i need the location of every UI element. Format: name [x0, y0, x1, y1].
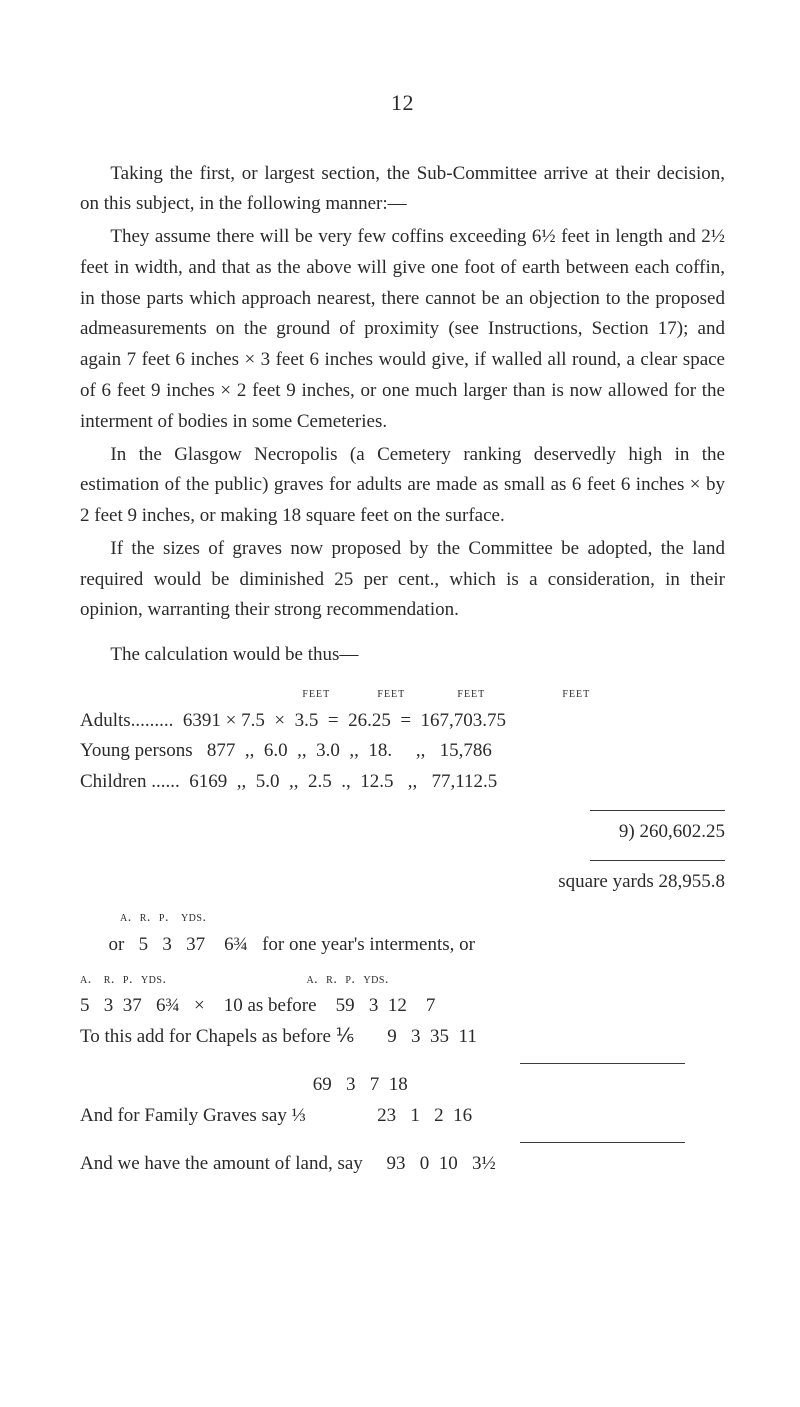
feet-label-3: feet [457, 683, 562, 706]
calc-adults: Adults......... 6391 × 7.5 × 3.5 = 26.25… [80, 706, 725, 737]
chapel-line: To this add for Chapels as before ⅙ 9 3 … [80, 1022, 725, 1053]
calc-children: Children ...... 6169 ,, 5.0 ,, 2.5 ., 12… [80, 767, 725, 798]
final-amount-line: And we have the amount of land, say 93 0… [80, 1149, 725, 1180]
arpy-header-left: a. r. p. yds. [80, 907, 725, 930]
horizontal-rule-4 [520, 1142, 685, 1143]
sum-line-1: 69 3 7 18 [80, 1070, 725, 1101]
arpy-header-both: a. r. p. yds. a. r. p. yds. [80, 969, 725, 992]
page-number: 12 [80, 85, 725, 121]
paragraph-1: Taking the first, or largest section, th… [80, 159, 725, 221]
or-line: or 5 3 37 6¾ for one year's interments, … [80, 930, 725, 961]
horizontal-rule-2 [590, 860, 725, 861]
calc-young: Young persons 877 ,, 6.0 ,, 3.0 ,, 18. ,… [80, 736, 725, 767]
feet-label-2: feet [377, 683, 457, 706]
calc-intro: The calculation would be thus— [80, 640, 725, 671]
family-graves-line: And for Family Graves say ⅓ 23 1 2 16 [80, 1101, 725, 1132]
paragraph-3: In the Glasgow Necropolis (a Cemetery ra… [80, 440, 725, 532]
feet-label-1: feet [302, 683, 377, 706]
feet-header-row: feet feet feet feet [102, 683, 725, 706]
horizontal-rule-1 [590, 810, 725, 811]
horizontal-rule-3 [520, 1063, 685, 1064]
paragraph-2: They assume there will be very few coffi… [80, 222, 725, 437]
five-line: 5 3 37 6¾ × 10 as before 59 3 12 7 [80, 991, 725, 1022]
square-yards-line: square yards 28,955.8 [80, 867, 725, 898]
paragraph-4: If the sizes of graves now proposed by t… [80, 534, 725, 626]
division-result: 9) 260,602.25 [80, 817, 725, 848]
feet-label-4: feet [562, 683, 662, 706]
document-page: 12 Taking the first, or largest section,… [0, 0, 800, 1407]
